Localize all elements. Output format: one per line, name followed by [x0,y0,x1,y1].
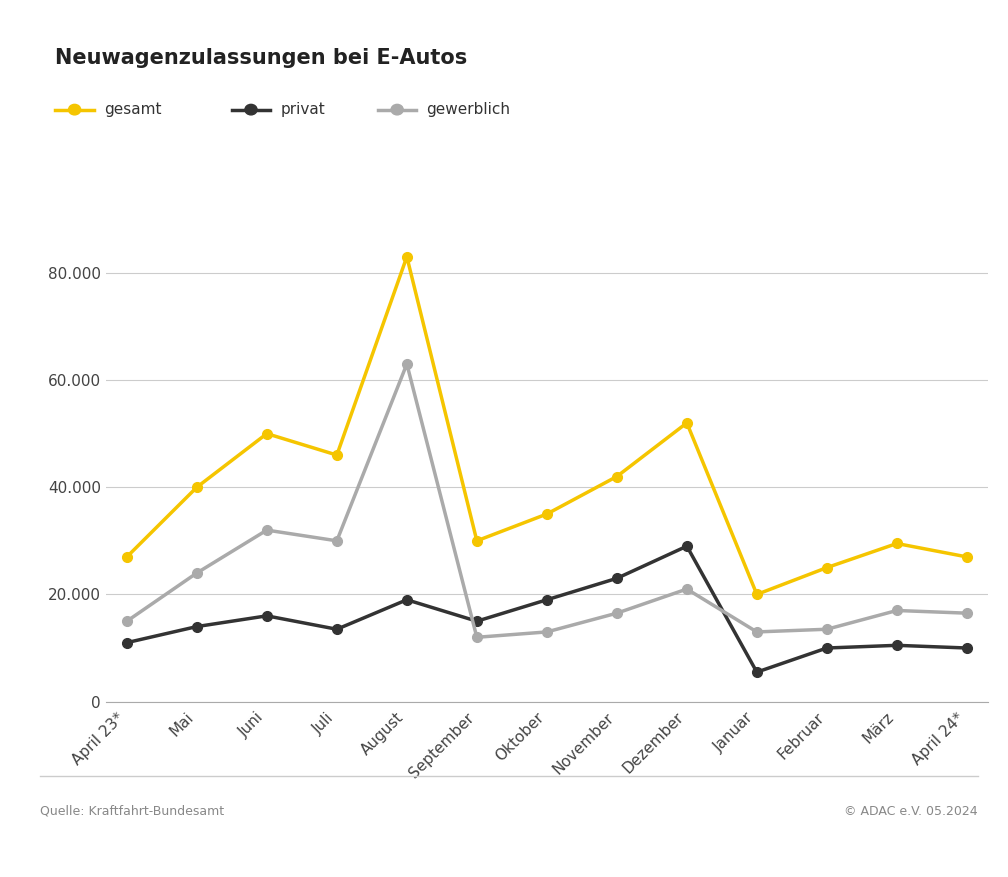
Text: privat: privat [280,102,325,118]
Text: © ADAC e.V. 05.2024: © ADAC e.V. 05.2024 [844,805,978,817]
Text: gesamt: gesamt [104,102,161,118]
Text: gewerblich: gewerblich [426,102,510,118]
Text: Neuwagenzulassungen bei E-Autos: Neuwagenzulassungen bei E-Autos [55,48,468,68]
Text: Quelle: Kraftfahrt-Bundesamt: Quelle: Kraftfahrt-Bundesamt [40,805,225,817]
